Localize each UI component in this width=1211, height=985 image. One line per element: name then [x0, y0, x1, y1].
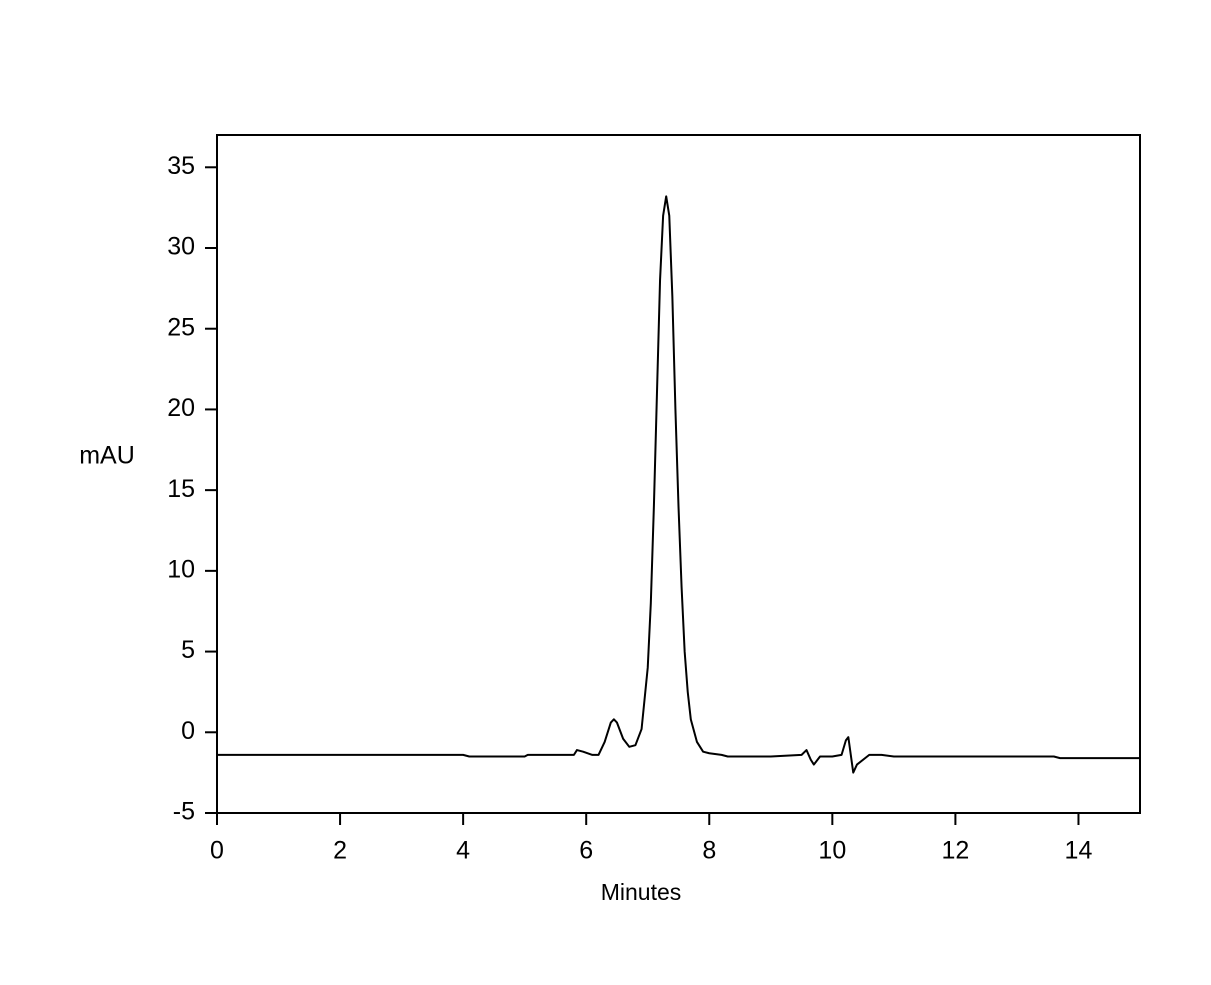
y-tick-label: 15 [167, 475, 195, 503]
x-tick-label: 4 [456, 837, 470, 865]
trace [217, 195, 1140, 774]
y-axis-title: mAU [79, 442, 135, 470]
y-tick-label: 10 [167, 555, 195, 583]
x-tick-label: 6 [579, 837, 593, 865]
x-tick-label: 8 [702, 837, 716, 865]
x-tick-label: 0 [210, 837, 224, 865]
y-tick-label: 25 [167, 313, 195, 341]
x-tick-label: 2 [333, 837, 347, 865]
y-tick-label: 20 [167, 394, 195, 422]
plot-frame [216, 134, 1141, 814]
y-tick-label: 35 [167, 152, 195, 180]
x-axis-title: Minutes [601, 879, 682, 905]
y-tick-label: 30 [167, 233, 195, 261]
y-tick-label: 0 [181, 717, 195, 745]
x-tick-label: 10 [818, 837, 846, 865]
x-tick-label: 12 [941, 837, 969, 865]
y-tick-label: -5 [173, 798, 195, 826]
y-tick-label: 5 [181, 636, 195, 664]
x-tick-label: 14 [1065, 837, 1093, 865]
